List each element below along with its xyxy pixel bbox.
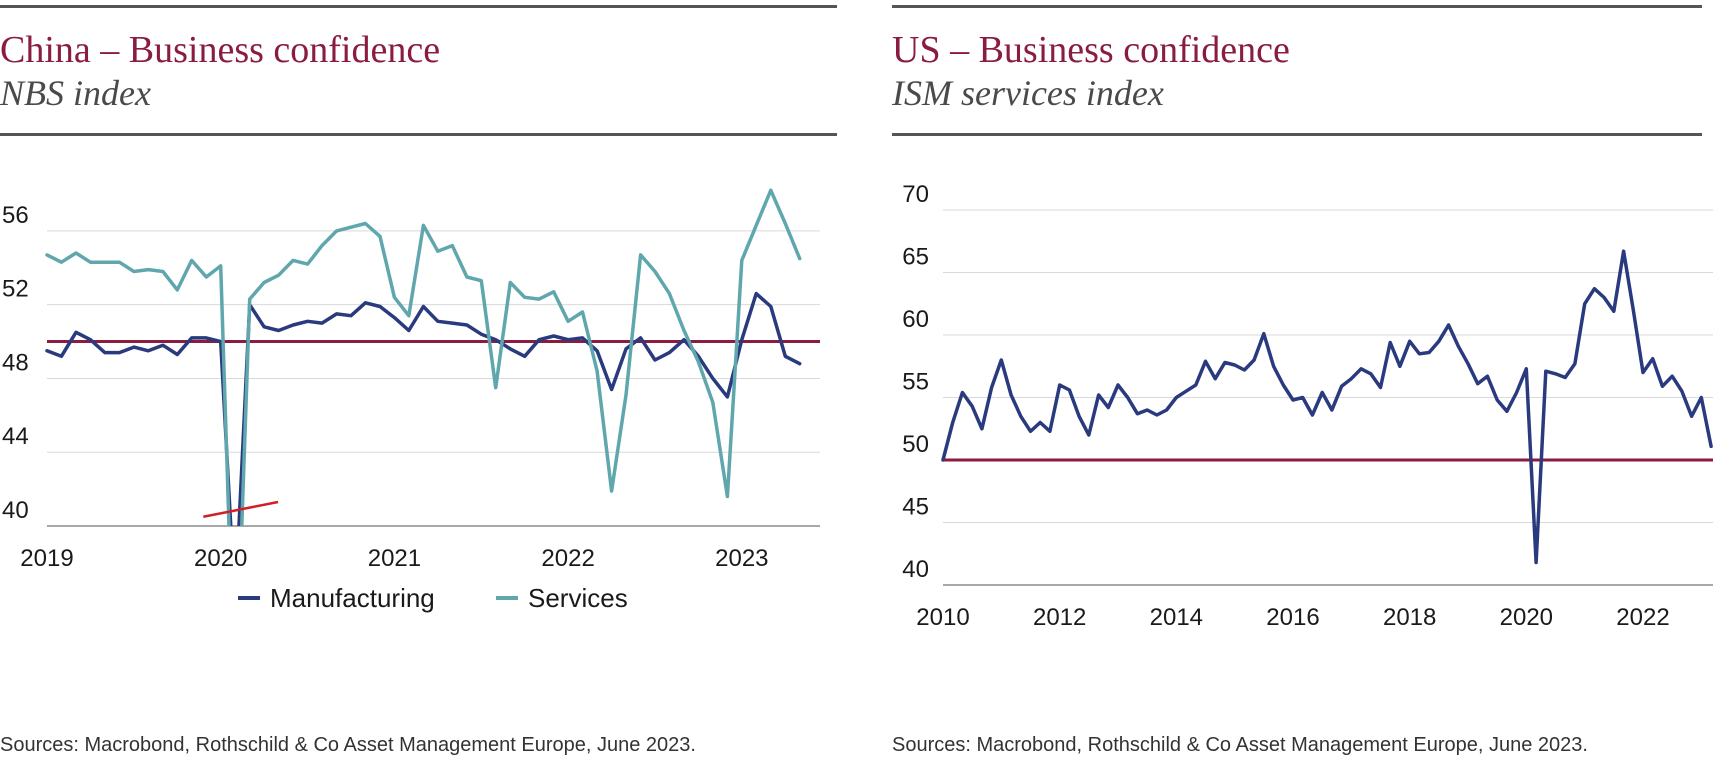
source-note: Sources: Macrobond, Rothschild & Co Asse… bbox=[892, 734, 1588, 756]
x-tick-label: 2022 bbox=[541, 545, 594, 572]
x-tick-label: 2012 bbox=[1033, 604, 1086, 631]
x-tick-label: 2020 bbox=[194, 545, 247, 572]
series-line-ism-services-index bbox=[941, 249, 1713, 565]
china-chart: 40 44 48 52 56 2019 2020 2021 2022 2023 Manufactur… bbox=[0, 180, 840, 700]
x-tick-label: 2010 bbox=[916, 604, 969, 631]
y-tick-label: 60 bbox=[902, 306, 929, 333]
y-tick-label: 56 bbox=[2, 202, 29, 229]
y-tick-label: 48 bbox=[2, 349, 29, 376]
y-tick-label: 65 bbox=[902, 244, 929, 271]
y-tick-label: 45 bbox=[902, 494, 929, 521]
y-tick-label: 52 bbox=[2, 276, 29, 303]
us-chart-svg: 40 45 50 55 60 65 70 2010 2012 2014 2016 2018 2020 20… bbox=[902, 181, 1713, 631]
header-divider bbox=[0, 133, 837, 136]
top-divider bbox=[892, 5, 1702, 8]
x-tick-label: 2019 bbox=[20, 545, 73, 572]
y-tick-label: 44 bbox=[2, 423, 29, 450]
series-group bbox=[941, 249, 1713, 565]
china-panel: China – Business confidence NBS index 40… bbox=[0, 0, 840, 760]
x-tick-label: 2022 bbox=[1616, 604, 1669, 631]
us-panel: US – Business confidence ISM services in… bbox=[892, 0, 1726, 760]
x-tick-label: 2016 bbox=[1266, 604, 1319, 631]
x-tick-label: 2020 bbox=[1500, 604, 1553, 631]
y-tick-label: 50 bbox=[902, 431, 929, 458]
header-divider bbox=[892, 133, 1702, 136]
x-tick-label: 2023 bbox=[715, 545, 768, 572]
series-line-manufacturing bbox=[45, 291, 802, 526]
source-note: Sources: Macrobond, Rothschild & Co Asse… bbox=[0, 734, 696, 756]
x-tick-label: 2014 bbox=[1150, 604, 1203, 631]
chart-title: China – Business confidence bbox=[0, 29, 441, 71]
annotation-line bbox=[203, 500, 279, 519]
y-tick-label: 70 bbox=[902, 181, 929, 208]
y-tick-label: 40 bbox=[902, 556, 929, 583]
top-divider bbox=[0, 5, 837, 8]
legend: Manufacturing Services bbox=[238, 583, 628, 613]
china-chart-svg: 40 44 48 52 56 2019 2020 2021 2022 2023 Manufactur… bbox=[2, 188, 820, 613]
series-line-services bbox=[45, 188, 802, 526]
series-group bbox=[45, 188, 802, 526]
y-tick-label: 55 bbox=[902, 369, 929, 396]
x-tick-label: 2018 bbox=[1383, 604, 1436, 631]
y-tick-label: 40 bbox=[2, 497, 29, 524]
chart-title: US – Business confidence bbox=[892, 29, 1290, 71]
chart-subtitle: ISM services index bbox=[892, 73, 1164, 113]
x-tick-label: 2021 bbox=[368, 545, 421, 572]
chart-subtitle: NBS index bbox=[0, 73, 151, 113]
legend-label: Services bbox=[528, 583, 628, 613]
us-chart: 40 45 50 55 60 65 70 2010 2012 2014 2016 2018 2020 20… bbox=[892, 180, 1726, 700]
legend-label: Manufacturing bbox=[270, 583, 435, 613]
